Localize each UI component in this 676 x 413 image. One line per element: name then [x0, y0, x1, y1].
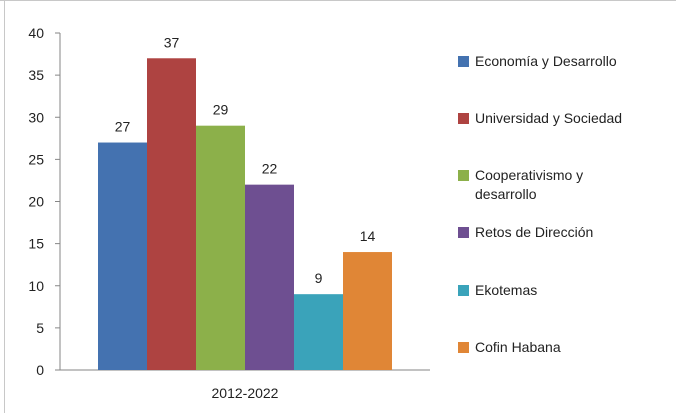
frame-top-border: [0, 0, 676, 1]
legend-label-cooperativismo: Cooperativismo y desarrollo: [475, 167, 584, 202]
legend-swatch-ekotemas: [458, 285, 469, 296]
y-tick-label: 25: [28, 151, 44, 167]
y-tick-label: 40: [28, 25, 44, 41]
legend-swatch-cooperativismo: [458, 170, 469, 181]
y-tick-label: 20: [28, 194, 44, 210]
bar-1: [147, 58, 196, 371]
legend-label-universidad: Universidad y Sociedad: [475, 110, 623, 126]
data-label-0: 27: [115, 119, 131, 135]
legend-label-ekotemas: Ekotemas: [475, 282, 538, 298]
legend-label-retos: Retos de Dirección: [475, 224, 594, 240]
legend-swatch-retos: [458, 227, 469, 238]
data-label-4: 9: [315, 270, 323, 286]
legend-item-cofin: Cofin Habana: [458, 338, 665, 357]
legend-swatch-economia: [458, 56, 469, 67]
data-label-5: 14: [360, 228, 376, 244]
bar-4: [294, 294, 343, 370]
legend-item-economia: Economía y Desarrollo: [458, 52, 665, 71]
data-label-2: 29: [213, 102, 229, 118]
legend-label-cofin: Cofin Habana: [475, 339, 561, 355]
y-tick-label: 15: [28, 236, 44, 252]
y-tick-label: 35: [28, 67, 44, 83]
y-tick-label: 30: [28, 109, 44, 125]
data-label-3: 22: [262, 161, 278, 177]
legend-item-retos: Retos de Dirección: [458, 223, 665, 242]
legend-label-economia: Economía y Desarrollo: [475, 53, 617, 69]
legend-item-universidad: Universidad y Sociedad: [458, 109, 665, 128]
frame-left-border: [4, 0, 5, 413]
x-category-label: 2012-2022: [212, 385, 279, 401]
y-tick-label: 10: [28, 278, 44, 294]
bar-0: [98, 142, 147, 370]
y-tick-label: 5: [36, 320, 44, 336]
legend-swatch-universidad: [458, 113, 469, 124]
legend-item-ekotemas: Ekotemas: [458, 281, 665, 300]
bar-5: [343, 252, 392, 370]
bar-3: [245, 184, 294, 370]
legend-item-cooperativismo: Cooperativismo y desarrollo: [458, 166, 625, 204]
y-tick-label: 0: [36, 362, 44, 378]
data-label-1: 37: [164, 34, 180, 50]
legend-swatch-cofin: [458, 342, 469, 353]
bar-2: [196, 125, 245, 370]
